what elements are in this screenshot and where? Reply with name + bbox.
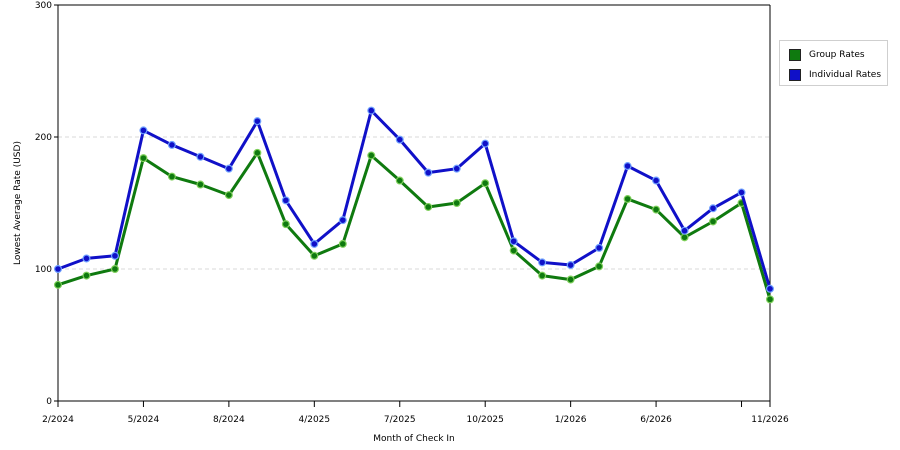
y-tick-label: 0 [46,397,52,407]
x-tick-label: 4/2025 [298,415,330,425]
data-point-group-rates [395,176,404,185]
data-point-individual-rates [253,117,262,126]
x-axis-label: Month of Check In [373,434,455,444]
x-tick-label: 6/2026 [640,415,672,425]
data-point-individual-rates [481,139,490,148]
x-tick-label: 1/2026 [555,415,587,425]
x-tick-label: 11/2026 [751,415,789,425]
data-point-individual-rates [367,106,376,115]
series-line-group-rates [57,151,772,300]
data-point-group-rates [338,239,347,248]
data-point-group-rates [310,251,319,260]
data-point-individual-rates [709,204,718,213]
data-point-group-rates [566,275,575,284]
y-ticks: 0 100 200 300 [35,1,58,407]
x-tick-label: 10/2025 [467,415,504,425]
data-point-group-rates [253,148,262,157]
x-tick-label: 7/2025 [384,415,416,425]
data-point-group-rates [680,233,689,242]
data-point-group-rates [424,202,433,211]
data-point-group-rates [481,179,490,188]
data-point-individual-rates [224,164,233,173]
data-point-individual-rates [395,135,404,144]
x-tick-label: 8/2024 [213,415,245,425]
legend: Group Rates Individual Rates [779,40,888,86]
y-tick-label: 200 [35,133,52,143]
data-point-group-rates [224,191,233,200]
legend-item-group-rates: Group Rates [789,48,865,62]
y-tick-label: 100 [35,265,52,275]
data-point-group-rates [139,154,148,163]
data-point-group-rates [53,280,62,289]
data-point-individual-rates [452,164,461,173]
data-point-group-rates [367,151,376,160]
axes [57,4,771,402]
data-point-group-rates [595,262,604,271]
legend-label-individual-rates: Individual Rates [809,70,882,80]
data-point-group-rates [196,180,205,189]
data-point-individual-rates [338,216,347,225]
data-point-group-rates [709,217,718,226]
legend-swatch-group-rates [789,49,801,61]
data-point-individual-rates [281,196,290,205]
x-ticks: 2/2024 5/2024 8/2024 4/2025 7/2025 10/2025 1/2… [42,401,789,425]
data-point-individual-rates [53,265,62,274]
data-point-group-rates [110,265,119,274]
legend-swatch-individual-rates [789,69,801,81]
series-line-individual-rates [57,109,772,290]
data-point-group-rates [509,246,518,255]
legend-label-group-rates: Group Rates [809,50,865,60]
y-axis-label: Lowest Average Rate (USD) [13,141,23,265]
data-point-group-rates [765,295,774,304]
data-point-individual-rates [110,251,119,260]
data-point-individual-rates [652,176,661,185]
data-point-individual-rates [566,261,575,270]
series [53,106,774,304]
data-point-individual-rates [595,243,604,252]
data-point-individual-rates [680,226,689,235]
data-point-individual-rates [82,254,91,263]
data-point-individual-rates [737,188,746,197]
data-point-group-rates [82,271,91,280]
data-point-individual-rates [139,126,148,135]
data-point-group-rates [652,205,661,214]
data-point-group-rates [281,220,290,229]
data-point-individual-rates [509,237,518,246]
data-point-individual-rates [167,140,176,149]
data-point-group-rates [452,199,461,208]
x-tick-label: 2/2024 [42,415,74,425]
y-tick-label: 300 [35,1,52,11]
data-point-individual-rates [196,152,205,161]
legend-item-individual-rates: Individual Rates [789,68,881,82]
data-point-individual-rates [765,284,774,293]
x-tick-label: 5/2024 [128,415,160,425]
data-point-individual-rates [310,239,319,248]
series-individual-rates [53,106,774,293]
series-group-rates [53,148,774,304]
data-point-individual-rates [623,162,632,171]
data-point-group-rates [538,271,547,280]
data-point-group-rates [167,172,176,181]
data-point-individual-rates [424,168,433,177]
data-point-group-rates [623,195,632,204]
data-point-individual-rates [538,258,547,267]
